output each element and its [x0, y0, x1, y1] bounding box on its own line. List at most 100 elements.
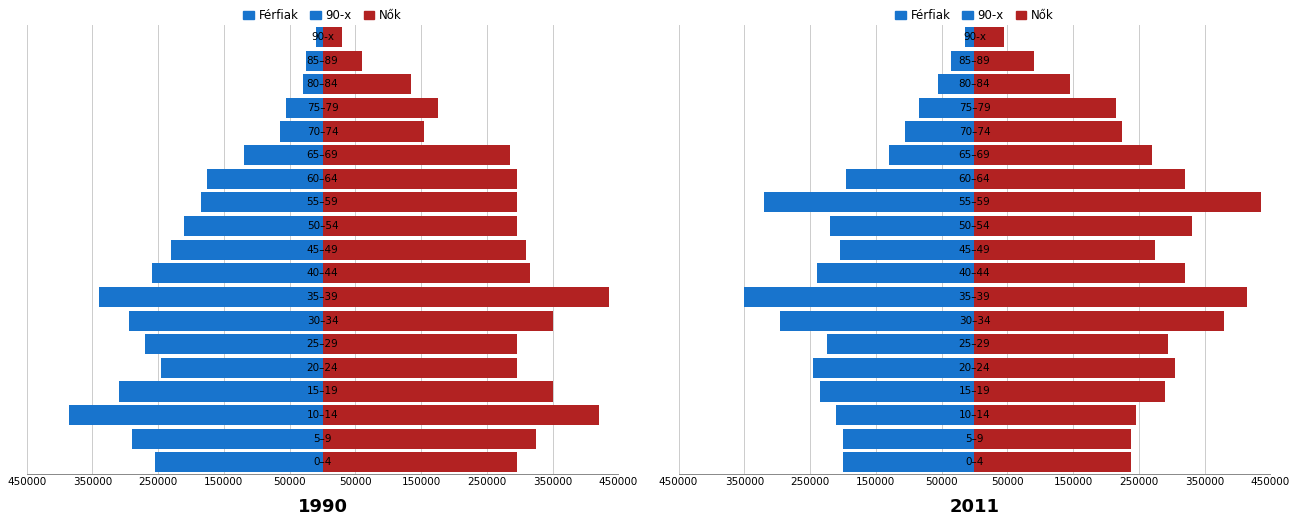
Bar	[764, 192, 974, 212]
Bar	[974, 287, 1248, 307]
Text: 35–39: 35–39	[306, 292, 339, 302]
Text: 60–64: 60–64	[958, 174, 991, 184]
Bar	[323, 334, 516, 354]
Bar	[744, 287, 974, 307]
Text: 90-x: 90-x	[311, 32, 335, 42]
Bar	[974, 405, 1136, 425]
Bar	[938, 74, 974, 94]
Text: 75–79: 75–79	[958, 103, 991, 113]
Bar	[323, 98, 437, 118]
Bar	[974, 429, 1131, 449]
Bar	[974, 452, 1131, 472]
Bar	[323, 452, 516, 472]
Bar	[323, 287, 608, 307]
Bar	[69, 405, 323, 425]
Bar	[974, 263, 1185, 283]
Bar	[974, 240, 1156, 260]
Bar	[974, 121, 1122, 142]
Bar	[323, 263, 529, 283]
Text: 85–89: 85–89	[306, 55, 339, 66]
Text: 40–44: 40–44	[306, 268, 339, 278]
Text: 90-x: 90-x	[962, 32, 986, 42]
Bar	[323, 405, 599, 425]
Text: 25–29: 25–29	[306, 339, 339, 349]
Bar	[846, 169, 974, 189]
Bar	[154, 452, 323, 472]
Text: 35–39: 35–39	[958, 292, 991, 302]
Bar	[323, 381, 553, 402]
Bar	[323, 27, 342, 47]
Bar	[280, 121, 323, 142]
Bar	[888, 145, 974, 165]
Bar	[781, 311, 974, 331]
Bar	[184, 216, 323, 236]
Bar	[974, 216, 1192, 236]
Text: 45–49: 45–49	[958, 245, 991, 255]
Bar	[974, 358, 1175, 378]
Text: 70–74: 70–74	[306, 127, 339, 137]
Text: 80–84: 80–84	[958, 79, 991, 89]
Text: 15–19: 15–19	[306, 386, 339, 396]
Bar	[843, 429, 974, 449]
Bar	[323, 169, 516, 189]
Bar	[323, 311, 553, 331]
Bar	[974, 98, 1115, 118]
Bar	[302, 74, 323, 94]
Bar	[843, 452, 974, 472]
Bar	[99, 287, 323, 307]
Text: 30–34: 30–34	[306, 315, 339, 326]
Bar	[244, 145, 323, 165]
Bar	[323, 429, 536, 449]
Text: 65–69: 65–69	[958, 150, 991, 160]
Bar	[287, 98, 323, 118]
Text: 10–14: 10–14	[306, 410, 339, 420]
Bar	[837, 405, 974, 425]
Bar	[974, 74, 1070, 94]
Bar	[974, 311, 1224, 331]
Bar	[118, 381, 323, 402]
Bar	[152, 263, 323, 283]
Bar	[974, 51, 1034, 71]
Legend: Férfiak, 90-x, Nők: Férfiak, 90-x, Nők	[239, 4, 406, 27]
Bar	[974, 145, 1152, 165]
Text: 70–74: 70–74	[958, 127, 991, 137]
Bar	[323, 192, 516, 212]
Text: 55–59: 55–59	[306, 197, 339, 208]
Text: 20–24: 20–24	[958, 363, 991, 373]
Bar	[974, 334, 1169, 354]
Bar	[323, 74, 411, 94]
Bar	[171, 240, 323, 260]
Text: 20–24: 20–24	[306, 363, 339, 373]
Text: 75–79: 75–79	[306, 103, 339, 113]
X-axis label: 1990: 1990	[297, 498, 348, 516]
Bar	[323, 121, 424, 142]
Bar	[826, 334, 974, 354]
Text: 45–49: 45–49	[306, 245, 339, 255]
Text: 10–14: 10–14	[958, 410, 991, 420]
Bar	[323, 358, 516, 378]
Text: 25–29: 25–29	[958, 339, 991, 349]
Bar	[974, 192, 1261, 212]
Bar	[820, 381, 974, 402]
Bar	[323, 216, 516, 236]
Bar	[830, 216, 974, 236]
Text: 50–54: 50–54	[306, 221, 339, 231]
Bar	[128, 311, 323, 331]
Text: 5–9: 5–9	[965, 434, 983, 444]
Bar	[952, 51, 974, 71]
Text: 55–59: 55–59	[958, 197, 991, 208]
Text: 0–4: 0–4	[314, 457, 332, 468]
Bar	[817, 263, 974, 283]
Text: 80–84: 80–84	[306, 79, 339, 89]
Bar	[965, 27, 974, 47]
Text: 60–64: 60–64	[306, 174, 339, 184]
Text: 50–54: 50–54	[958, 221, 991, 231]
Bar	[813, 358, 974, 378]
Bar	[132, 429, 323, 449]
Text: 0–4: 0–4	[965, 457, 983, 468]
Bar	[208, 169, 323, 189]
Bar	[323, 51, 362, 71]
Bar	[905, 121, 974, 142]
Bar	[161, 358, 323, 378]
Bar	[974, 381, 1165, 402]
